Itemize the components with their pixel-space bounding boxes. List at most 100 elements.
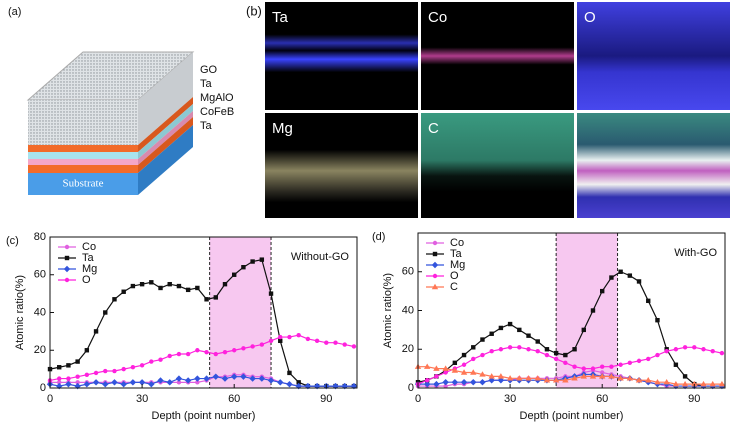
marker (627, 360, 633, 366)
marker (213, 295, 218, 300)
marker (232, 348, 237, 353)
marker (572, 347, 577, 352)
marker (480, 352, 485, 358)
legend-label: Mg (450, 259, 465, 271)
marker (572, 364, 577, 369)
marker (75, 359, 80, 364)
y-tick-label: 20 (402, 343, 414, 355)
marker (589, 373, 597, 379)
x-tick-label: 60 (228, 393, 240, 405)
legend-label: Mg (82, 263, 97, 275)
marker (553, 356, 559, 362)
legend-marker (432, 273, 438, 279)
y-tick-label: 80 (34, 231, 46, 243)
marker (655, 352, 660, 358)
marker (212, 373, 219, 380)
marker (581, 327, 586, 333)
marker (701, 347, 706, 352)
marker (324, 340, 329, 345)
panel-label: (c) (6, 235, 19, 247)
marker (314, 338, 320, 344)
marker (590, 308, 596, 313)
marker (176, 283, 182, 289)
panel-b: (b) Ta Co O Mg C (246, 2, 730, 218)
marker (646, 356, 651, 362)
marker (544, 352, 550, 358)
marker (507, 321, 513, 327)
marker (590, 366, 596, 371)
marker (84, 348, 90, 353)
marker (471, 356, 476, 362)
legend-label: O (82, 274, 91, 286)
marker (424, 363, 431, 369)
marker (600, 370, 605, 375)
marker (479, 378, 486, 386)
marker (241, 346, 246, 351)
marker (111, 379, 118, 386)
marker (543, 377, 551, 383)
marker (231, 373, 238, 380)
y-axis-label: Atomic ratio(%) (14, 275, 26, 350)
marker (617, 375, 624, 381)
legend-marker (431, 283, 439, 290)
marker (525, 375, 532, 381)
marker (92, 379, 100, 386)
marker (635, 377, 643, 383)
marker (673, 362, 679, 367)
marker (149, 359, 154, 364)
legend-marker (432, 251, 438, 257)
marker (75, 374, 80, 379)
legend-marker (63, 265, 71, 273)
map-label: Co (428, 9, 447, 26)
layer-side (138, 117, 193, 173)
marker (93, 370, 99, 376)
marker (517, 345, 522, 350)
marker (213, 351, 218, 357)
marker (535, 348, 540, 354)
x-axis-label: Depth (point number) (520, 410, 624, 422)
panel-label: (b) (246, 3, 262, 18)
series-line (418, 369, 722, 387)
marker (204, 349, 209, 355)
series-line (49, 376, 354, 387)
marker (489, 348, 494, 354)
marker (479, 371, 486, 377)
marker (157, 377, 164, 384)
marker (176, 380, 182, 385)
marker (249, 375, 256, 382)
annotation: Without-GO (291, 251, 350, 263)
marker (185, 351, 191, 357)
marker (526, 347, 531, 352)
marker (718, 380, 726, 387)
marker (250, 344, 255, 349)
panel-label: (a) (8, 6, 21, 18)
marker (460, 369, 468, 375)
marker (66, 376, 71, 381)
marker (258, 375, 266, 382)
marker (148, 381, 155, 388)
substrate-label: Substrate (63, 178, 104, 190)
marker (672, 380, 680, 387)
marker (626, 375, 634, 381)
marker (443, 383, 448, 389)
legend-label: Ta (450, 248, 463, 260)
marker (102, 381, 109, 388)
legend-marker (431, 261, 439, 269)
marker (333, 340, 338, 345)
y-axis-label: Atomic ratio(%) (382, 273, 394, 348)
marker (562, 377, 569, 383)
marker (636, 279, 642, 284)
x-tick-label: 90 (320, 393, 332, 405)
y-tick-label: 40 (34, 306, 46, 318)
marker (600, 288, 605, 294)
marker (488, 373, 495, 379)
marker (433, 365, 440, 371)
marker (139, 281, 145, 287)
marker (167, 281, 172, 287)
marker (552, 377, 560, 383)
marker (664, 348, 669, 354)
marker (498, 347, 504, 352)
marker (204, 297, 209, 302)
marker (176, 351, 182, 357)
